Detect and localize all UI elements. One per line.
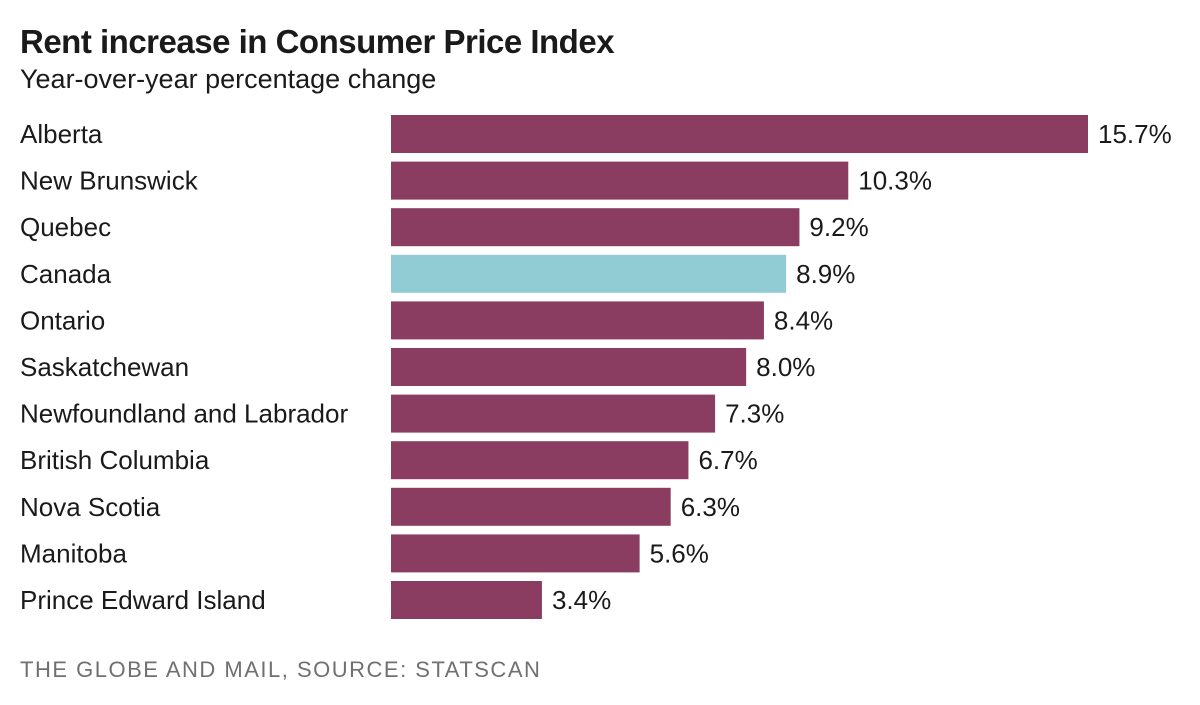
- value-label-ontario: 8.4%: [774, 305, 833, 335]
- bar-new-brunswick: [391, 161, 849, 200]
- bar-saskatchewan: [391, 348, 747, 386]
- value-label-british-columbia: 6.7%: [698, 445, 757, 475]
- bar-nova-scotia: [391, 487, 671, 526]
- category-label-prince-edward-island: Prince Edward Island: [20, 585, 266, 615]
- category-label-ontario: Ontario: [20, 305, 105, 335]
- bar-ontario: [391, 301, 764, 340]
- category-label-alberta: Alberta: [20, 119, 103, 149]
- category-label-british-columbia: British Columbia: [20, 445, 210, 475]
- bar-manitoba: [391, 534, 640, 573]
- bar-newfoundland-and-labrador: [391, 394, 716, 433]
- bar-canada: [391, 254, 787, 293]
- value-label-prince-edward-island: 3.4%: [552, 585, 611, 615]
- value-label-nova-scotia: 6.3%: [681, 492, 740, 522]
- category-label-saskatchewan: Saskatchewan: [20, 352, 189, 382]
- category-label-newfoundland-and-labrador: Newfoundland and Labrador: [20, 399, 348, 429]
- value-label-alberta: 15.7%: [1098, 119, 1172, 149]
- category-label-manitoba: Manitoba: [20, 538, 127, 568]
- bar-prince-edward-island: [391, 581, 542, 619]
- value-label-canada: 8.9%: [796, 259, 855, 289]
- chart-subtitle: Year-over-year percentage change: [20, 64, 437, 94]
- source-credit: THE GLOBE AND MAIL, SOURCE: STATSCAN: [20, 657, 542, 682]
- value-label-manitoba: 5.6%: [650, 538, 709, 568]
- bar-british-columbia: [391, 441, 689, 480]
- category-label-canada: Canada: [20, 259, 112, 289]
- value-label-new-brunswick: 10.3%: [858, 166, 932, 196]
- bar-alberta: [391, 115, 1088, 153]
- category-label-quebec: Quebec: [20, 212, 111, 242]
- chart-title: Rent increase in Consumer Price Index: [20, 23, 615, 60]
- bar-quebec: [391, 208, 800, 247]
- value-label-saskatchewan: 8.0%: [756, 352, 815, 382]
- category-label-new-brunswick: New Brunswick: [20, 166, 199, 196]
- value-label-quebec: 9.2%: [809, 212, 868, 242]
- category-label-nova-scotia: Nova Scotia: [20, 492, 161, 522]
- value-label-newfoundland-and-labrador: 7.3%: [725, 399, 784, 429]
